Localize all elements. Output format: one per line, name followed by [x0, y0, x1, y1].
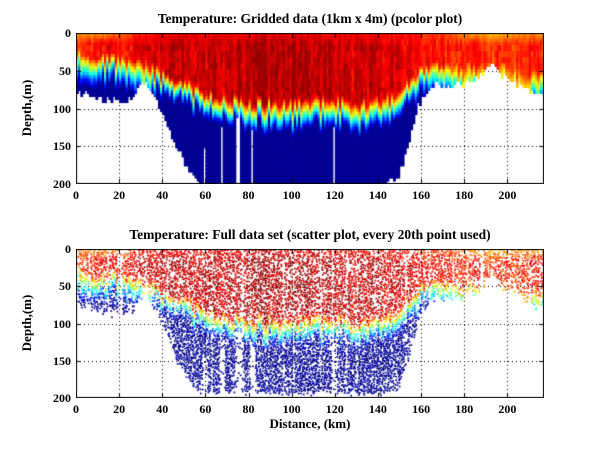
x-tick-label: 100	[282, 402, 301, 416]
x-tick-label: 0	[73, 188, 79, 202]
y-tick-label: 0	[65, 26, 71, 40]
x-tick-label: 80	[242, 402, 255, 416]
scatter-plot-title: Temperature: Full data set (scatter plot…	[129, 227, 491, 242]
y-tick-label: 0	[65, 242, 71, 256]
x-tick-label: 60	[199, 402, 212, 416]
y-tick-label: 100	[53, 101, 71, 116]
x-tick-label: 0	[73, 402, 79, 416]
x-tick-label: 100	[282, 188, 301, 202]
x-tick-label: 20	[113, 402, 126, 416]
scatter-y-axis-label: Depth,(m)	[19, 294, 34, 352]
x-tick-label: 40	[156, 402, 169, 416]
x-tick-label: 140	[368, 188, 387, 202]
y-tick-label: 200	[53, 391, 71, 405]
x-tick-label: 120	[325, 402, 344, 416]
pcolor-y-axis-label: Depth,(m)	[19, 79, 34, 137]
x-tick-label: 180	[455, 188, 474, 202]
x-tick-label: 40	[156, 188, 169, 202]
x-tick-label: 20	[113, 188, 126, 202]
y-tick-label: 200	[53, 177, 71, 191]
x-axis-label: Distance, (km)	[269, 416, 351, 431]
y-tick-label: 50	[59, 279, 71, 294]
pcolor-plot-canvas	[76, 33, 544, 184]
x-tick-label: 80	[242, 188, 255, 202]
x-tick-label: 160	[412, 402, 431, 416]
pcolor-plot-title: Temperature: Gridded data (1km x 4m) (pc…	[157, 11, 463, 26]
x-tick-label: 120	[325, 188, 344, 202]
x-tick-label: 200	[498, 188, 517, 202]
x-tick-label: 200	[498, 402, 517, 416]
x-tick-label: 160	[412, 188, 431, 202]
x-tick-label: 180	[455, 402, 474, 416]
scatter-plot-canvas	[76, 249, 544, 398]
y-tick-label: 150	[53, 139, 71, 154]
y-tick-label: 100	[53, 316, 71, 331]
y-tick-label: 50	[59, 63, 71, 78]
x-tick-label: 60	[199, 188, 212, 202]
x-tick-label: 140	[368, 402, 387, 416]
y-tick-label: 150	[53, 353, 71, 368]
